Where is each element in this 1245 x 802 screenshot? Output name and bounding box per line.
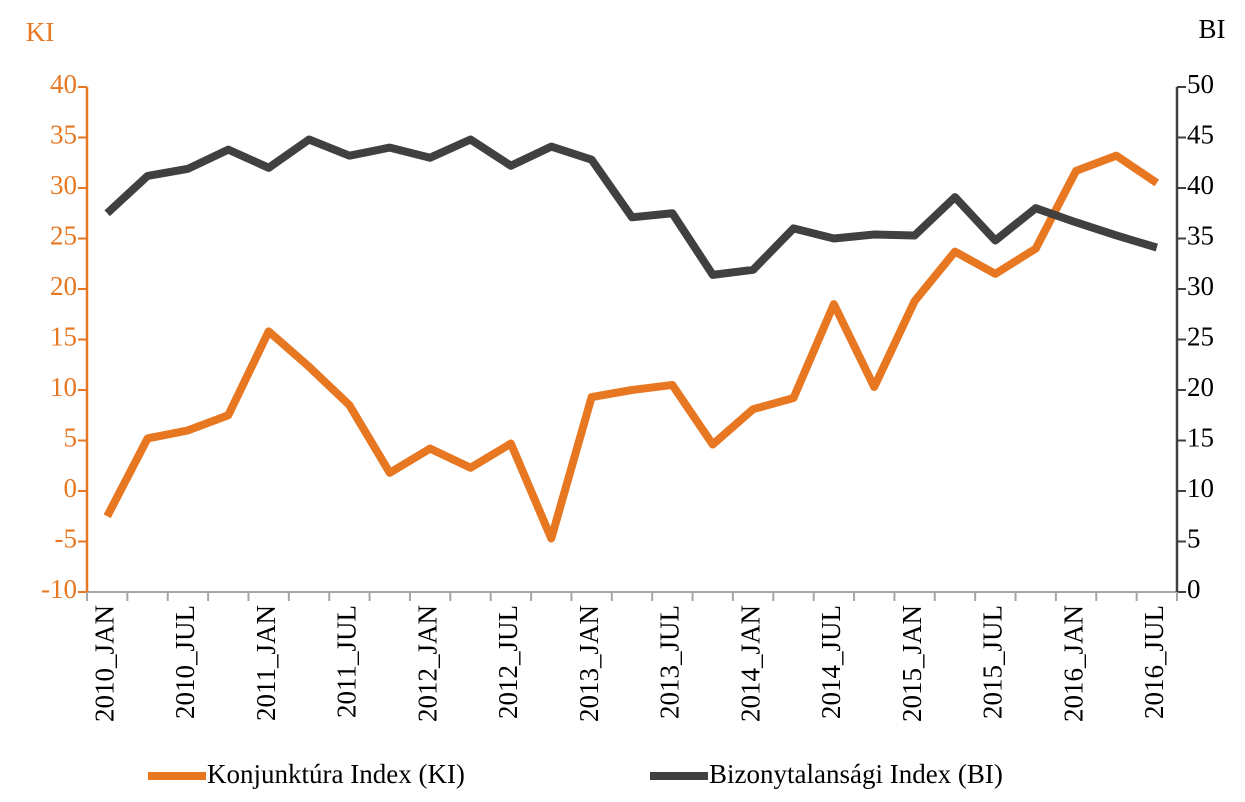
- legend-label: Bizonytalansági Index (BI): [709, 759, 1003, 789]
- x-tick-label: 2016_JAN: [1058, 605, 1088, 722]
- series-line: [104, 135, 1158, 279]
- y-axis-title: KI: [26, 17, 55, 47]
- x-tick-label: 2012_JAN: [412, 605, 442, 722]
- x-tick-label: 2010_JUL: [170, 605, 200, 719]
- x-tick-label: 2016_JUL: [1139, 605, 1169, 719]
- x-tick-label: 2014_JUL: [816, 605, 846, 719]
- y-tick-label: 0: [64, 473, 78, 503]
- y2-tick-label: 10: [1187, 473, 1214, 503]
- y-tick-label: 10: [50, 372, 77, 402]
- y2-tick-label: 35: [1187, 221, 1214, 251]
- y-tick-label: -5: [55, 524, 78, 554]
- y2-tick-label: 40: [1187, 170, 1214, 200]
- y-tick-label: 20: [50, 271, 77, 301]
- y2-tick-label: 15: [1187, 423, 1214, 453]
- x-tick-label: 2014_JAN: [735, 605, 765, 722]
- y-tick-label: 25: [50, 221, 77, 251]
- y2-tick-label: 30: [1187, 271, 1214, 301]
- x-tick-label: 2010_JAN: [89, 605, 119, 722]
- legend-label: Konjunktúra Index (KI): [207, 759, 465, 789]
- y-tick-label: 15: [50, 322, 77, 352]
- y-tick-label: 30: [50, 170, 77, 200]
- x-tick-label: 2015_JUL: [978, 605, 1008, 719]
- y-tick-label: 40: [50, 69, 77, 99]
- x-tick-label: 2013_JAN: [574, 605, 604, 722]
- y2-tick-label: 50: [1187, 69, 1214, 99]
- y-tick-label: -10: [41, 574, 77, 604]
- y2-tick-label: 25: [1187, 322, 1214, 352]
- y-tick-label: 5: [64, 423, 78, 453]
- series-line: [103, 151, 1160, 543]
- y2-tick-label: 5: [1187, 524, 1201, 554]
- x-tick-label: 2011_JAN: [251, 605, 281, 721]
- x-tick-label: 2011_JUL: [332, 605, 362, 718]
- y-tick-label: 35: [50, 120, 77, 150]
- y2-tick-label: 0: [1187, 574, 1201, 604]
- x-tick-label: 2015_JAN: [897, 605, 927, 722]
- y2-tick-label: 45: [1187, 120, 1214, 150]
- y2-axis-title: BI: [1199, 14, 1226, 44]
- y2-tick-label: 20: [1187, 372, 1214, 402]
- x-tick-label: 2013_JUL: [655, 605, 685, 719]
- x-tick-label: 2012_JUL: [493, 605, 523, 719]
